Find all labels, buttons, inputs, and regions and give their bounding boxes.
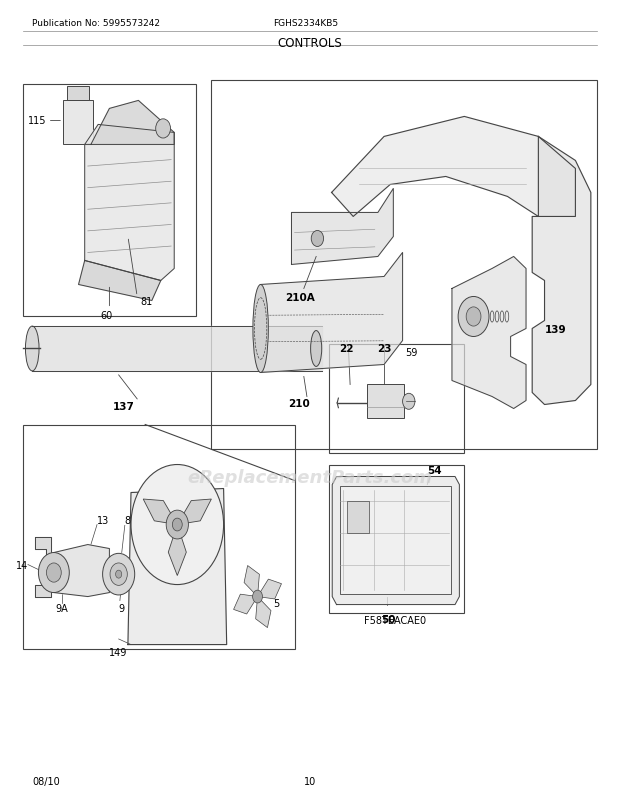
Text: 13: 13 — [97, 515, 109, 525]
Bar — [329, 465, 464, 613]
Circle shape — [172, 518, 182, 531]
Polygon shape — [143, 500, 177, 525]
Polygon shape — [260, 253, 402, 373]
Circle shape — [252, 590, 262, 603]
Circle shape — [156, 119, 171, 139]
Text: Publication No: 5995573242: Publication No: 5995573242 — [32, 19, 160, 28]
Circle shape — [311, 231, 324, 247]
Text: 60: 60 — [100, 310, 112, 321]
Text: 23: 23 — [377, 343, 391, 354]
Text: 54: 54 — [427, 465, 442, 476]
Text: CONTROLS: CONTROLS — [278, 38, 342, 51]
Circle shape — [402, 394, 415, 410]
Ellipse shape — [25, 326, 39, 371]
Polygon shape — [85, 125, 174, 282]
Text: 149: 149 — [109, 647, 128, 657]
Circle shape — [110, 563, 127, 585]
Bar — [368, 385, 404, 419]
Text: 9: 9 — [118, 603, 125, 614]
Bar — [67, 87, 89, 101]
Text: 50: 50 — [381, 614, 396, 625]
Bar — [63, 101, 93, 145]
Text: 5: 5 — [273, 598, 279, 609]
Text: 14: 14 — [16, 560, 28, 570]
Text: 10: 10 — [304, 776, 316, 786]
Circle shape — [46, 563, 61, 582]
Circle shape — [115, 570, 122, 578]
Bar — [23, 85, 196, 317]
Polygon shape — [257, 579, 281, 599]
Polygon shape — [452, 257, 526, 409]
Polygon shape — [54, 545, 109, 597]
Circle shape — [131, 465, 224, 585]
Text: 81: 81 — [140, 297, 153, 307]
Text: 59: 59 — [405, 347, 418, 358]
Text: F58TEACAE0: F58TEACAE0 — [364, 615, 426, 626]
Text: 9A: 9A — [56, 603, 68, 614]
Bar — [23, 425, 294, 649]
Text: 210A: 210A — [285, 293, 315, 303]
Bar — [211, 81, 597, 449]
Polygon shape — [128, 489, 227, 645]
Text: 115: 115 — [28, 116, 46, 126]
Bar — [340, 487, 451, 594]
Circle shape — [103, 553, 135, 595]
Text: 137: 137 — [112, 402, 135, 411]
Polygon shape — [332, 117, 575, 217]
Polygon shape — [332, 477, 459, 605]
Text: 8: 8 — [125, 515, 131, 525]
Ellipse shape — [253, 286, 268, 373]
Text: 22: 22 — [339, 343, 353, 354]
Text: 139: 139 — [544, 325, 566, 335]
Polygon shape — [234, 594, 257, 614]
Polygon shape — [255, 597, 271, 628]
Bar — [347, 501, 369, 533]
Text: FGHS2334KB5: FGHS2334KB5 — [273, 19, 338, 28]
Polygon shape — [177, 500, 211, 525]
Polygon shape — [168, 525, 187, 576]
Polygon shape — [85, 101, 174, 145]
Ellipse shape — [311, 331, 322, 367]
Text: 08/10: 08/10 — [32, 776, 60, 786]
Text: 210: 210 — [288, 399, 310, 408]
Polygon shape — [79, 261, 161, 301]
Circle shape — [466, 307, 481, 326]
Polygon shape — [291, 189, 393, 265]
Bar — [329, 345, 464, 453]
Circle shape — [458, 297, 489, 337]
Polygon shape — [35, 537, 51, 597]
Circle shape — [166, 511, 188, 539]
Polygon shape — [532, 137, 591, 405]
Polygon shape — [244, 565, 259, 597]
Circle shape — [38, 553, 69, 593]
Text: eReplacementParts.com: eReplacementParts.com — [187, 468, 433, 486]
